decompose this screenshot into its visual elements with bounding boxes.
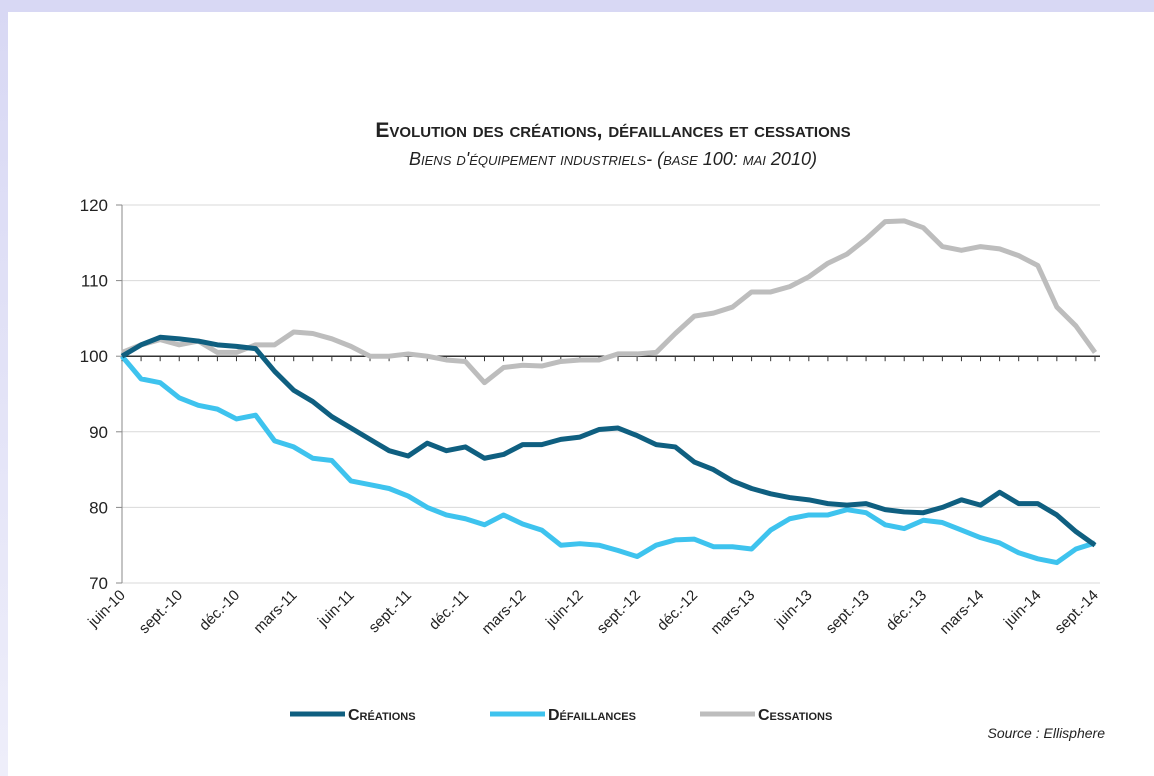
y-tick-label: 100: [80, 347, 108, 366]
y-tick-label: 70: [89, 574, 108, 593]
source: Source : Ellisphere: [987, 725, 1105, 741]
legend-label: Cessations: [758, 707, 832, 724]
legend-label: Créations: [348, 707, 416, 724]
series-line: [121, 218, 1098, 386]
legend-label: Défaillances: [548, 707, 636, 724]
series-line: [120, 354, 1096, 566]
y-tick-label: 90: [89, 423, 108, 442]
series-line: [120, 334, 1097, 548]
panel: [8, 12, 1154, 776]
chart-title: Evolution des créations, défaillances et…: [375, 119, 850, 142]
y-tick-label: 110: [81, 272, 108, 291]
chart-subtitle: Biens d'équipement industriels- (base 10…: [409, 149, 817, 169]
y-tick-label: 120: [80, 196, 108, 215]
y-tick-label: 80: [89, 498, 108, 517]
